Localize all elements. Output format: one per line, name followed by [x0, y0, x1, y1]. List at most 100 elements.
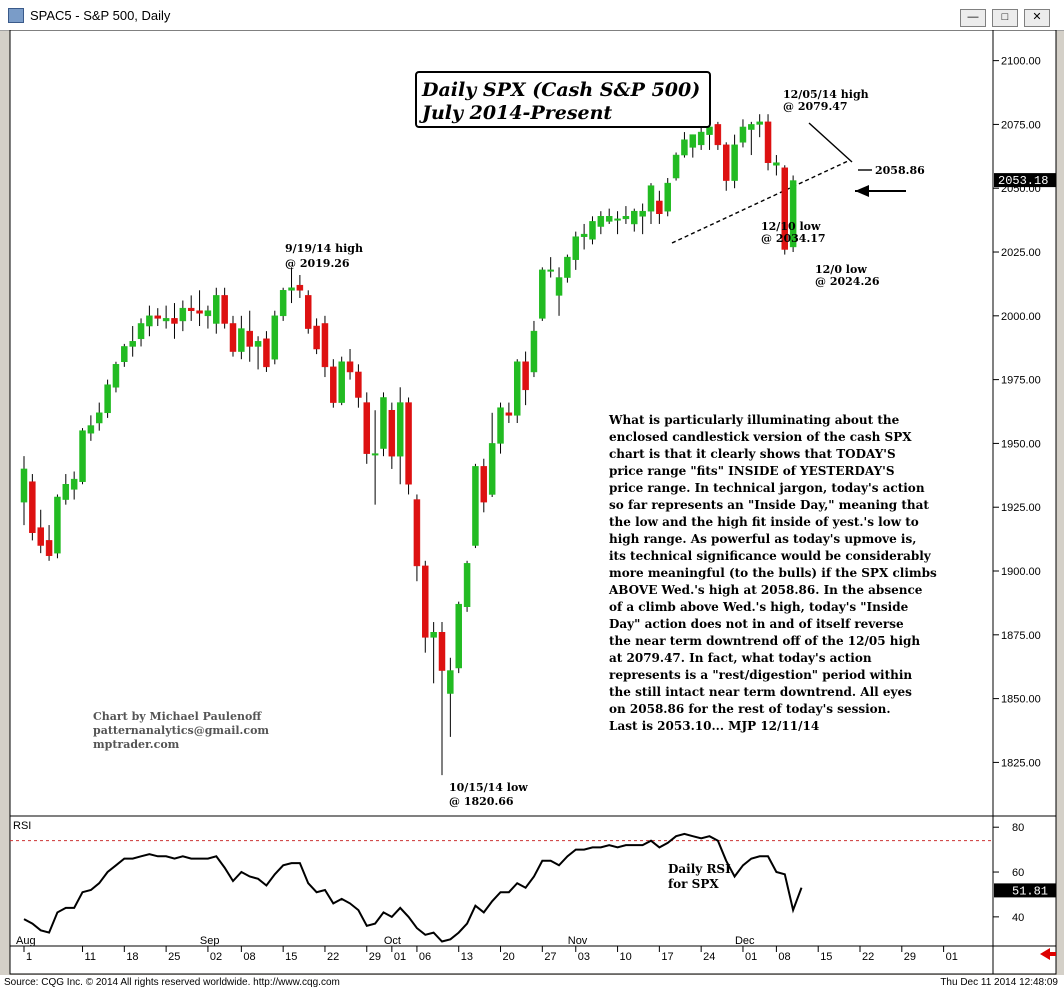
month-label: Aug — [16, 935, 36, 947]
price-tick-label: 1950.00 — [1001, 438, 1041, 450]
candle-body — [62, 483, 70, 500]
candle-body — [748, 124, 755, 130]
candle-body — [664, 182, 671, 212]
candle-body — [547, 269, 554, 272]
commentary-line: more meaningful (to the bulls) if the SP… — [609, 566, 937, 580]
candle-body — [238, 328, 245, 352]
candle-body — [87, 425, 95, 434]
price-tick-label: 1925.00 — [1001, 502, 1041, 514]
date-tick-label: 20 — [503, 951, 515, 963]
candle-body — [722, 144, 730, 181]
candle-body — [313, 325, 320, 350]
author-site: mptrader.com — [93, 738, 180, 751]
date-tick-label: 08 — [243, 951, 255, 963]
date-axis-panel — [9, 945, 994, 975]
candle-body — [522, 361, 529, 391]
candle-body — [213, 295, 220, 324]
candle-body — [580, 233, 588, 237]
candle-body — [764, 121, 772, 163]
commentary-text: What is particularly illuminating about … — [608, 413, 937, 733]
chart-title: Daily SPX (Cash S&P 500) — [421, 79, 700, 101]
price-tick-label: 1875.00 — [1001, 630, 1041, 642]
date-tick-label: 17 — [661, 951, 673, 963]
candle-body — [639, 210, 646, 217]
candle-body — [288, 287, 295, 291]
commentary-line: represents is a "rest/digestion" period … — [609, 668, 912, 682]
candle-body — [488, 443, 496, 495]
candle-body — [505, 412, 513, 416]
candle-body — [597, 216, 605, 227]
timestamp: Thu Dec 11 2014 12:48:09 — [940, 977, 1058, 988]
price-tick-label: 2100.00 — [1001, 56, 1041, 68]
dec0-low-value: @ 2024.26 — [815, 275, 880, 288]
rsi-caption-1: Daily RSI — [668, 862, 731, 876]
candle-body — [346, 361, 354, 373]
price-tick-label: 2000.00 — [1001, 311, 1041, 323]
date-tick-label: 1 — [26, 951, 32, 963]
price-axis: 2100.002075.002050.002025.002000.001975.… — [993, 56, 1056, 769]
price-tick-label: 1825.00 — [1001, 757, 1041, 769]
candle-body — [731, 144, 738, 181]
candle-body — [204, 310, 212, 317]
candle-body — [187, 307, 195, 311]
rsi-line — [23, 832, 803, 943]
candle-body — [656, 200, 663, 214]
candle-body — [229, 323, 237, 352]
minimize-button[interactable]: — — [960, 9, 986, 27]
dec10-low-value: @ 2034.17 — [761, 232, 826, 245]
rsi-series — [10, 832, 993, 943]
candle-body — [756, 121, 763, 125]
last-rsi-label: 51.81 — [1012, 884, 1048, 898]
candle-body — [304, 295, 312, 329]
candle-body — [221, 295, 228, 324]
date-tick-label: 02 — [210, 951, 222, 963]
candle-body — [447, 670, 454, 694]
support-trendline — [671, 160, 849, 244]
candle-body — [513, 361, 521, 416]
month-label: Oct — [384, 935, 401, 947]
candle-body — [196, 310, 203, 314]
month-label: Dec — [735, 935, 755, 947]
rsi-axis-panel — [992, 815, 1057, 947]
dec5-high-label: 12/05/14 high — [783, 88, 869, 101]
author-email: patternanalytics@gmail.com — [93, 724, 269, 737]
commentary-line: Day" action does not in and of itself re… — [609, 617, 904, 631]
candlestick-series — [20, 114, 797, 776]
candle-body — [37, 527, 44, 546]
maximize-button[interactable]: □ — [992, 9, 1018, 27]
price-tick-label: 2075.00 — [1001, 119, 1041, 131]
candle-body — [146, 315, 153, 327]
commentary-line: ABOVE Wed.'s high at 2058.86. In the abs… — [608, 583, 923, 597]
candle-body — [555, 277, 563, 296]
candle-body — [162, 318, 170, 322]
source-text: Source: CQG Inc. © 2014 All rights reser… — [4, 977, 340, 988]
scroll-arrow-icon[interactable] — [1040, 948, 1056, 960]
candle-body — [271, 315, 279, 360]
level-label: 2058.86 — [875, 164, 925, 177]
candle-body — [572, 236, 580, 260]
close-button[interactable]: ✕ — [1024, 9, 1050, 27]
candle-body — [422, 565, 429, 638]
candle-body — [363, 402, 371, 454]
candle-body — [773, 162, 780, 166]
candle-body — [29, 481, 36, 533]
sep-high-label: 9/19/14 high — [285, 242, 363, 255]
candle-body — [388, 409, 396, 457]
candle-body — [45, 540, 53, 556]
date-tick-label: 08 — [778, 951, 790, 963]
rsi-caption-2: for SPX — [668, 877, 719, 891]
date-tick-label: 10 — [620, 951, 632, 963]
candle-body — [689, 134, 697, 148]
commentary-line: the low and the high fit inside of yest.… — [609, 515, 919, 529]
rsi-panel-label: RSI — [13, 820, 31, 832]
date-tick-label: 29 — [904, 951, 916, 963]
candle-body — [154, 315, 162, 319]
candle-body — [697, 131, 705, 146]
candle-body — [631, 210, 638, 225]
sep-high-value: @ 2019.26 — [285, 257, 350, 270]
date-tick-label: 11 — [85, 951, 96, 963]
candle-body — [622, 216, 630, 220]
candle-body — [589, 221, 596, 240]
rsi-tick-label: 80 — [1012, 822, 1024, 834]
candle-body — [54, 496, 61, 554]
